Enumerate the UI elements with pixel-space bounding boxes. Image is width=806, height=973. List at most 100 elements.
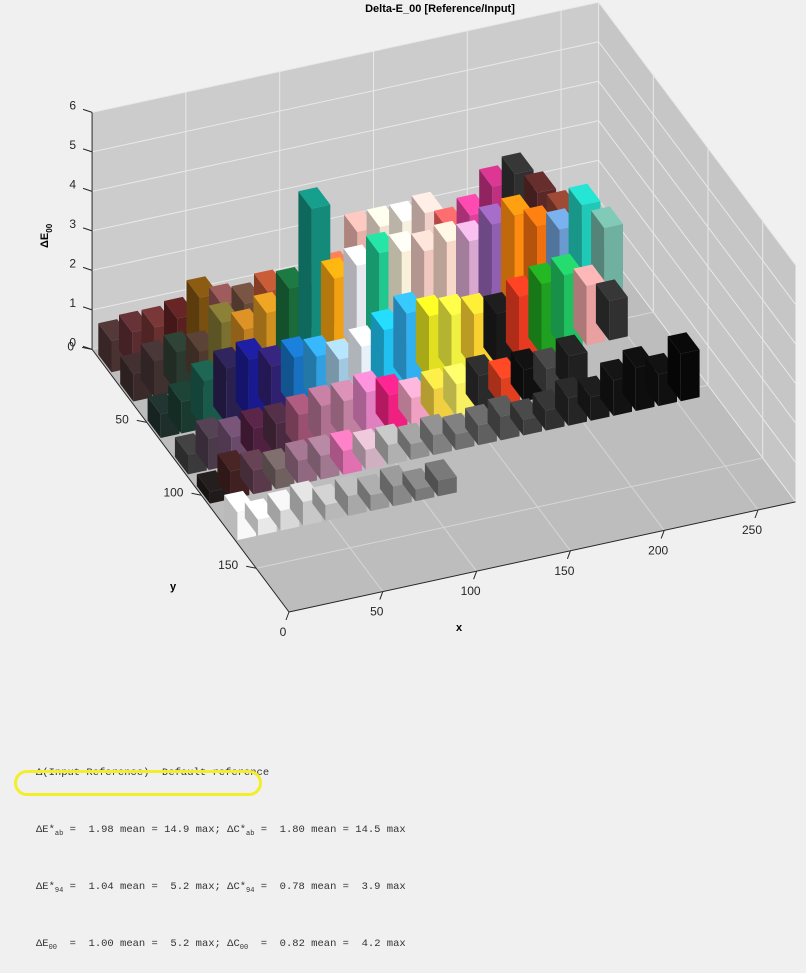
highlight-ellipse (14, 770, 262, 796)
bar-side-face (393, 295, 407, 385)
bar (174, 433, 207, 475)
z-tick-mark (82, 187, 93, 192)
bar-side-face (397, 426, 411, 460)
bar-side-face (555, 380, 569, 426)
bar (402, 467, 435, 502)
x-tick-label: 100 (461, 584, 481, 598)
bar-top-face (595, 279, 628, 301)
bar-side-face (140, 343, 154, 397)
stats-line-ab: ΔE*ab = 1.98 mean = 14.9 max; ΔC*ab = 1.… (36, 824, 406, 838)
bar-top-face (298, 187, 331, 209)
bar-side-face (213, 350, 227, 424)
bar-side-face (533, 351, 547, 397)
y-tick-mark (81, 346, 93, 350)
stats-line-94: ΔE*94 = 1.04 mean = 5.2 max; ΔC*94 = 0.7… (36, 881, 406, 895)
y-tick-label: 0 (67, 339, 74, 353)
bar-side-face (280, 340, 294, 409)
bar-front-face (609, 296, 628, 341)
y-axis-label: y (170, 581, 177, 593)
bar-front-face (209, 487, 229, 504)
bar-side-face (174, 437, 188, 475)
x-tick-label: 0 (280, 625, 287, 639)
bar-side-face (465, 358, 479, 412)
bar-side-face (224, 494, 238, 541)
bar-side-face (147, 396, 161, 438)
chart-title: Delta-E_00 [Reference/Input] (365, 3, 515, 15)
bar-side-face (98, 323, 112, 373)
bar-side-face (289, 484, 303, 526)
bar-side-face (267, 493, 281, 531)
bar-side-face (510, 352, 524, 402)
bar-front-face (680, 349, 700, 402)
bar-side-face (330, 433, 344, 475)
z-tick-label: 4 (69, 177, 76, 191)
bar-side-face (190, 363, 204, 429)
bar-top-face (196, 470, 229, 492)
bar-side-face (573, 268, 587, 346)
bar-side-face (379, 469, 393, 507)
x-axis-line (288, 501, 796, 613)
bar-side-face (595, 283, 610, 341)
bar-side-face (667, 336, 681, 402)
bar-top-face (501, 152, 534, 174)
z-gridline (91, 1, 796, 266)
x-tick-mark (566, 550, 571, 559)
bar-top-face (524, 171, 557, 193)
bar-side-face (487, 399, 501, 441)
bar-side-face (375, 377, 389, 431)
bar-front-face (523, 415, 542, 436)
bar-side-face (196, 474, 210, 504)
x-tick-label: 250 (742, 523, 762, 537)
bar-top-face (424, 459, 457, 481)
z-tick-label: 2 (69, 256, 76, 270)
z-tick-mark (82, 266, 93, 271)
bar-side-face (465, 408, 479, 446)
svg-text:ΔE00: ΔE00 (39, 223, 54, 248)
bar-side-face (357, 477, 371, 512)
bar-side-face (420, 417, 434, 456)
z-tick-mark (82, 306, 93, 311)
y-axis-line (91, 349, 290, 613)
bar-top-face (591, 206, 623, 228)
bar-front-face (604, 223, 623, 300)
z-tick-label: 6 (69, 98, 76, 112)
bar (667, 332, 700, 402)
bar-top-face (402, 467, 435, 490)
bar-side-face (375, 427, 389, 465)
bar-side-face (402, 472, 416, 502)
bar-side-face (307, 438, 321, 480)
bar-side-face (262, 452, 276, 490)
bar-side-face (460, 297, 474, 370)
delta-e-3d-bar-chart: 0 1 2 3 4 5 6 0 50 100 150 200 250 0 50 100 150 Delta-E_… (39, 1, 796, 639)
bar-side-face (308, 388, 322, 446)
bar-side-face (622, 350, 636, 411)
bar-side-face (528, 266, 542, 356)
x-tick-label: 150 (554, 564, 574, 578)
bar-side-face (195, 420, 209, 470)
bar-side-face (370, 312, 384, 390)
bar-side-face (312, 487, 326, 521)
y-tick-mark (191, 492, 202, 496)
bar-top-face (667, 332, 700, 354)
bar (595, 279, 628, 341)
bar-side-face (353, 374, 367, 436)
bar-side-face (258, 349, 272, 414)
x-tick-mark (473, 571, 478, 580)
bar-side-face (240, 411, 254, 461)
bar-front-face (370, 491, 390, 512)
bar-side-face (600, 362, 614, 416)
z-tick-label: 1 (69, 296, 76, 310)
bar-side-face (442, 416, 456, 451)
bar-side-face (532, 393, 546, 431)
bar-side-face (352, 432, 366, 470)
bar-side-face (330, 383, 344, 441)
z-tick-label: 3 (69, 217, 76, 231)
bar-front-face (438, 476, 457, 497)
stats-panel: Δ(Input-Reference) Default reference ΔE*… (36, 726, 406, 973)
x-axis-label: x (456, 622, 463, 634)
bar-side-face (438, 298, 452, 375)
bar-side-face (510, 402, 524, 436)
y-tick-label: 150 (218, 558, 238, 572)
bar-side-face (483, 296, 497, 365)
bar-side-face (415, 298, 429, 380)
